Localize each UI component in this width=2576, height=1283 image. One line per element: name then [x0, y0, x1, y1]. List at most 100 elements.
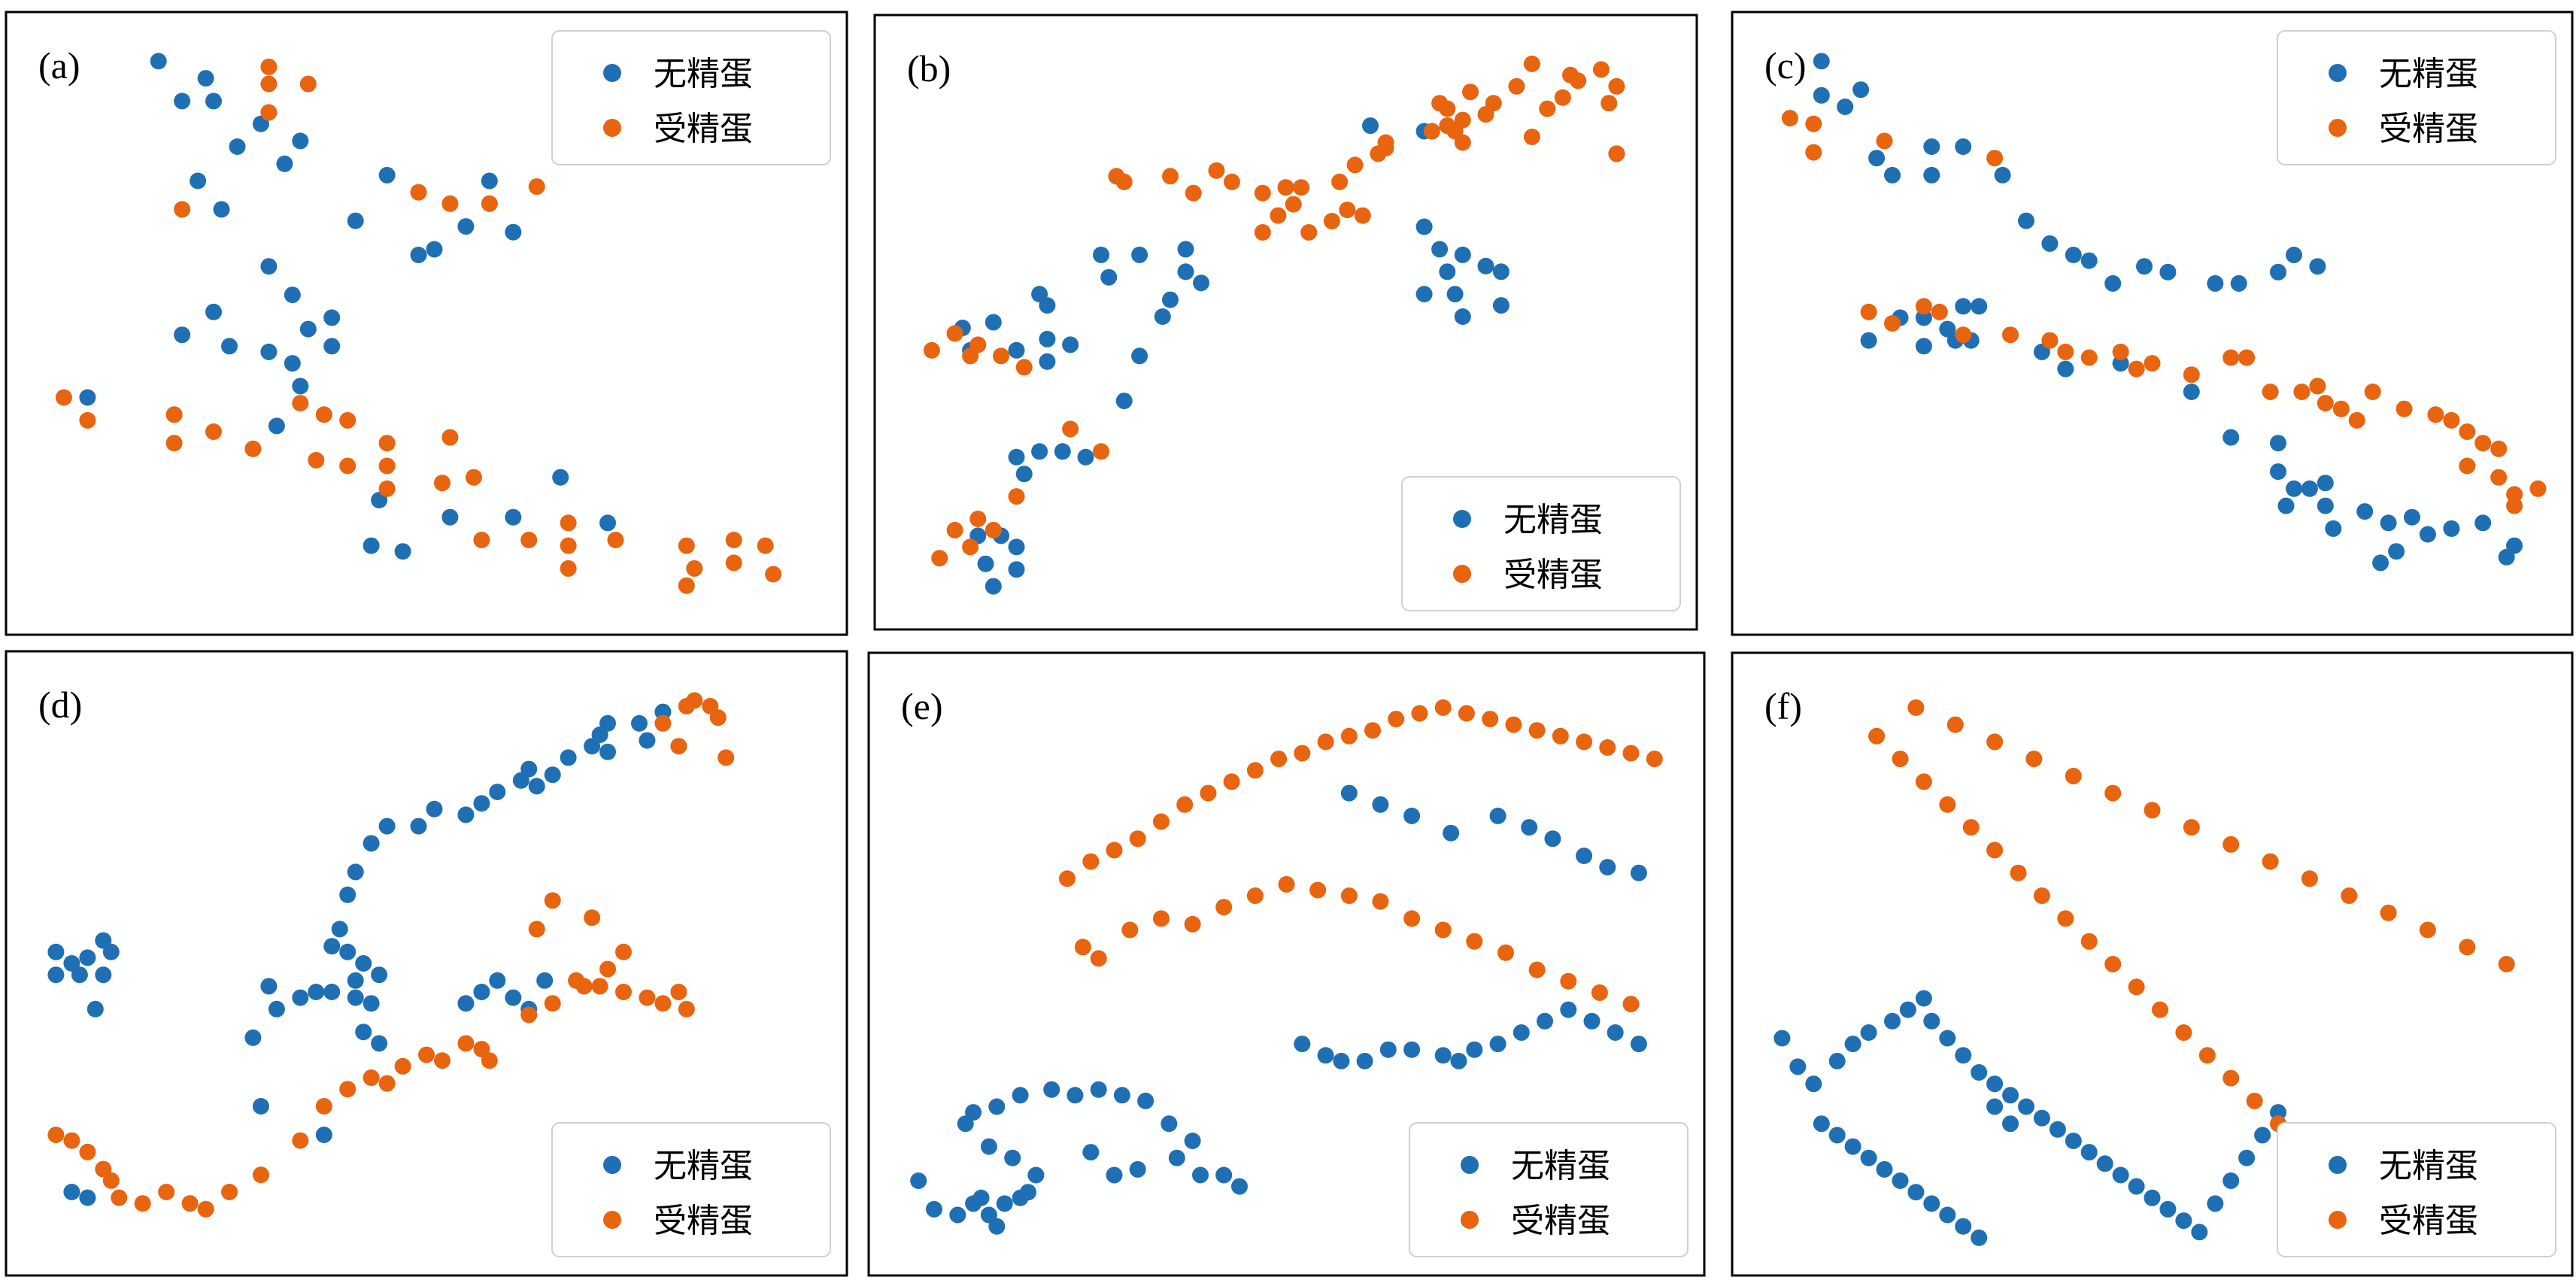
data-point-fertilized: [678, 537, 695, 554]
data-point-fertilized: [2144, 802, 2161, 819]
data-point-unfertilized: [1805, 1075, 1822, 1093]
data-point-unfertilized: [339, 943, 357, 960]
data-point-unfertilized: [1177, 241, 1194, 258]
data-point-fertilized: [709, 709, 727, 726]
data-point-unfertilized: [1852, 81, 1870, 99]
data-point-fertilized: [654, 995, 672, 1012]
data-point-fertilized: [1482, 711, 1499, 728]
data-point-unfertilized: [1560, 1001, 1577, 1018]
data-point-fertilized: [2112, 343, 2129, 360]
data-point-unfertilized: [985, 314, 1002, 331]
data-point-unfertilized: [174, 326, 191, 344]
data-point-unfertilized: [86, 1000, 104, 1018]
data-point-fertilized: [2144, 355, 2161, 372]
data-point-fertilized: [2348, 411, 2365, 429]
data-point-unfertilized: [244, 1029, 262, 1046]
data-point-fertilized: [1601, 95, 1618, 112]
data-point-fertilized: [718, 749, 735, 766]
data-point-fertilized: [1008, 488, 1025, 505]
data-point-unfertilized: [355, 1024, 372, 1041]
data-point-fertilized: [2490, 469, 2508, 486]
data-point-fertilized: [2065, 767, 2082, 784]
data-point-unfertilized: [2136, 258, 2153, 275]
data-point-fertilized: [2380, 904, 2397, 921]
data-point-fertilized: [1423, 123, 1440, 140]
data-point-unfertilized: [339, 886, 357, 903]
data-point-fertilized: [1434, 921, 1452, 939]
data-point-fertilized: [2498, 956, 2515, 972]
data-point-unfertilized: [988, 1098, 1006, 1115]
data-point-fertilized: [165, 406, 183, 423]
data-point-unfertilized: [2223, 429, 2240, 446]
data-point-fertilized: [1805, 115, 1822, 132]
data-point-fertilized: [1599, 739, 1616, 756]
data-point-fertilized: [1294, 745, 1311, 762]
data-point-unfertilized: [292, 378, 309, 395]
data-point-unfertilized: [1868, 150, 1886, 167]
legend-box: [1401, 476, 1681, 611]
legend-label-fertilized: 受精蛋: [1503, 556, 1603, 594]
data-point-unfertilized: [505, 989, 522, 1006]
data-point-fertilized: [1300, 224, 1318, 241]
data-point-unfertilized: [1489, 807, 1506, 824]
data-point-fertilized: [1082, 853, 1100, 870]
data-point-unfertilized: [2128, 1178, 2145, 1195]
data-point-fertilized: [1454, 111, 1471, 129]
data-point-unfertilized: [631, 714, 648, 732]
data-point-unfertilized: [47, 966, 65, 984]
data-point-unfertilized: [2065, 247, 2082, 263]
data-point-unfertilized: [2270, 263, 2286, 281]
data-point-fertilized: [1646, 751, 1663, 768]
data-point-fertilized: [2341, 887, 2358, 904]
data-point-fertilized: [1223, 173, 1240, 190]
data-point-fertilized: [1915, 773, 1932, 790]
legend-marker-fertilized: [603, 119, 621, 137]
data-point-fertilized: [2104, 956, 2122, 972]
data-point-fertilized: [1323, 213, 1340, 229]
data-point-unfertilized: [426, 800, 443, 817]
data-point-fertilized: [1254, 184, 1271, 202]
data-point-unfertilized: [1454, 308, 1471, 325]
data-point-unfertilized: [323, 938, 341, 955]
data-point-unfertilized: [347, 212, 364, 229]
data-point-fertilized: [378, 480, 396, 497]
data-point-fertilized: [2183, 819, 2200, 836]
data-point-fertilized: [1246, 887, 1264, 904]
data-point-fertilized: [181, 1195, 199, 1212]
data-point-fertilized: [2506, 497, 2523, 514]
data-point-fertilized: [1372, 893, 1389, 910]
legend-box: [551, 1122, 831, 1257]
data-point-fertilized: [260, 75, 278, 93]
data-point-unfertilized: [1131, 347, 1148, 365]
data-point-unfertilized: [1443, 824, 1460, 842]
data-point-unfertilized: [457, 806, 475, 823]
data-point-unfertilized: [2286, 480, 2302, 497]
data-point-unfertilized: [2057, 360, 2074, 378]
data-point-unfertilized: [1939, 1030, 1956, 1047]
data-point-unfertilized: [205, 303, 222, 320]
data-point-fertilized: [1062, 420, 1079, 438]
data-point-unfertilized: [996, 1195, 1013, 1212]
data-point-fertilized: [1152, 813, 1170, 830]
data-point-unfertilized: [1177, 263, 1194, 281]
data-point-fertilized: [946, 521, 963, 538]
data-point-unfertilized: [1434, 1047, 1452, 1064]
data-point-unfertilized: [347, 972, 364, 989]
data-point-unfertilized: [2372, 554, 2389, 572]
data-point-fertilized: [2010, 864, 2027, 881]
data-point-fertilized: [993, 347, 1009, 365]
data-point-fertilized: [615, 943, 632, 960]
data-point-unfertilized: [1994, 166, 2011, 184]
data-point-unfertilized: [1100, 268, 1118, 286]
data-point-fertilized: [678, 1000, 695, 1018]
data-point-fertilized: [2033, 887, 2050, 904]
data-point-unfertilized: [2301, 480, 2318, 497]
data-point-unfertilized: [1137, 1092, 1154, 1109]
data-point-fertilized: [252, 1166, 269, 1184]
data-point-fertilized: [757, 537, 774, 554]
panel-label: (e): [901, 685, 943, 727]
data-point-fertilized: [457, 1035, 475, 1052]
